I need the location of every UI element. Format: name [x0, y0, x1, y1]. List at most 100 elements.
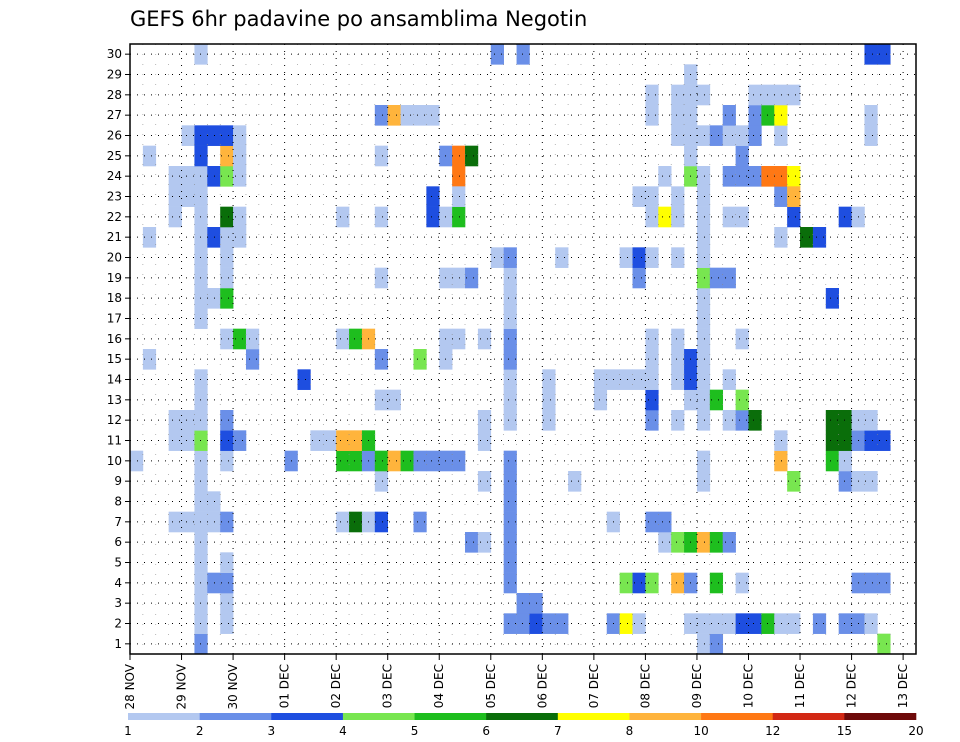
heatmap-cell — [671, 369, 685, 390]
heatmap-cell — [220, 511, 234, 533]
heatmap-cell — [503, 308, 517, 329]
heatmap-cell — [220, 328, 234, 350]
heatmap-cell — [194, 369, 208, 390]
heatmap-cell — [555, 613, 569, 634]
heatmap-cell — [349, 450, 363, 472]
colorbar-label: 6 — [482, 724, 490, 738]
heatmap-cell — [671, 84, 685, 106]
heatmap-cell — [400, 105, 414, 126]
heatmap-cell — [194, 389, 208, 411]
heatmap-cell — [374, 471, 389, 492]
heatmap-cell — [671, 206, 685, 228]
heatmap-cell — [671, 532, 685, 553]
heatmap-cell — [645, 186, 659, 207]
heatmap-cell — [864, 572, 878, 594]
heatmap-cell — [593, 389, 608, 411]
y-tick-label: 7 — [114, 515, 122, 529]
heatmap-cell — [168, 410, 182, 431]
heatmap-cell — [658, 511, 672, 533]
heatmap-cell — [696, 247, 711, 268]
heatmap-cell — [490, 44, 504, 65]
heatmap-cell — [207, 491, 221, 512]
heatmap-cell — [245, 349, 260, 370]
heatmap-cell — [400, 450, 414, 472]
heatmap-cell — [696, 410, 711, 431]
heatmap-cell — [696, 125, 711, 146]
heatmap-cell — [194, 44, 208, 65]
heatmap-cell — [787, 186, 801, 207]
heatmap-cell — [632, 369, 646, 390]
heatmap-cell — [696, 633, 711, 655]
heatmap-cell — [310, 430, 324, 451]
heatmap-cell — [426, 206, 440, 228]
heatmap-cell — [413, 349, 427, 370]
y-tick-label: 13 — [107, 393, 122, 407]
heatmap-cell — [696, 450, 711, 472]
heatmap-cell — [220, 267, 234, 289]
heatmap-cell — [619, 613, 633, 634]
heatmap-cell — [245, 328, 260, 350]
heatmap-cell — [722, 532, 736, 553]
y-tick-label: 11 — [107, 434, 122, 448]
colorbar-swatch — [557, 713, 630, 720]
x-tick-label: 04 DEC — [432, 664, 446, 708]
heatmap-cell — [812, 613, 827, 634]
y-tick-label: 19 — [107, 271, 122, 285]
heatmap-cell — [503, 349, 517, 370]
heatmap-cell — [207, 227, 221, 248]
y-tick-label: 6 — [114, 535, 122, 549]
x-tick-label: 02 DEC — [329, 664, 343, 708]
colorbar-swatch — [128, 713, 200, 720]
heatmap-cell — [838, 471, 852, 492]
y-tick-label: 10 — [107, 454, 122, 468]
heatmap-cell — [374, 105, 389, 126]
heatmap-cell — [452, 450, 466, 472]
heatmap-cell — [671, 572, 685, 594]
heatmap-cell — [619, 369, 633, 390]
y-tick-label: 29 — [107, 68, 122, 82]
heatmap-cell — [709, 267, 724, 289]
y-tick-label: 18 — [107, 291, 122, 305]
y-tick-label: 22 — [107, 210, 122, 224]
heatmap-cell — [452, 206, 466, 228]
heatmap-cell — [709, 389, 724, 411]
heatmap-cell — [696, 186, 711, 207]
y-tick-label: 3 — [114, 596, 122, 610]
heatmap-cell — [207, 125, 221, 146]
heatmap-cell — [168, 206, 182, 228]
heatmap-cell — [787, 206, 801, 228]
colorbar-swatch — [772, 713, 845, 720]
heatmap-cell — [374, 349, 389, 370]
y-tick-label: 4 — [114, 576, 122, 590]
heatmap-cell — [297, 369, 311, 390]
y-tick-label: 23 — [107, 190, 122, 204]
heatmap-cell — [413, 105, 427, 126]
y-tick-label: 2 — [114, 617, 122, 631]
heatmap-cell — [503, 491, 517, 512]
heatmap-cell — [671, 247, 685, 268]
heatmap-cell — [194, 511, 208, 533]
y-tick-label: 14 — [107, 373, 122, 387]
heatmap-cell — [774, 166, 788, 187]
heatmap-cell — [877, 572, 891, 594]
heatmap-cell — [142, 349, 157, 370]
heatmap-cell — [374, 145, 389, 167]
heatmap-cell — [877, 430, 891, 451]
heatmap-cell — [735, 206, 749, 228]
heatmap-cell — [503, 288, 517, 309]
heatmap-cell — [825, 410, 839, 431]
y-tick-label: 16 — [107, 332, 122, 346]
heatmap-cell — [142, 145, 157, 167]
heatmap-cell — [336, 206, 350, 228]
heatmap-cell — [503, 532, 517, 553]
heatmap-cell — [452, 145, 466, 167]
x-axis-ticks: 28 NOV 29 NOV 30 NOV 01 DEC 02 DEC 03 DEC 04 D… — [123, 654, 910, 710]
colorbar-swatch — [701, 713, 774, 720]
heatmap-cell — [220, 288, 234, 309]
heatmap-cell — [233, 328, 247, 350]
heatmap-cell — [864, 430, 878, 451]
y-tick-label: 30 — [107, 47, 122, 61]
heatmap-cell — [722, 369, 736, 390]
heatmap-cell — [864, 44, 878, 65]
heatmap-cell — [645, 247, 659, 268]
